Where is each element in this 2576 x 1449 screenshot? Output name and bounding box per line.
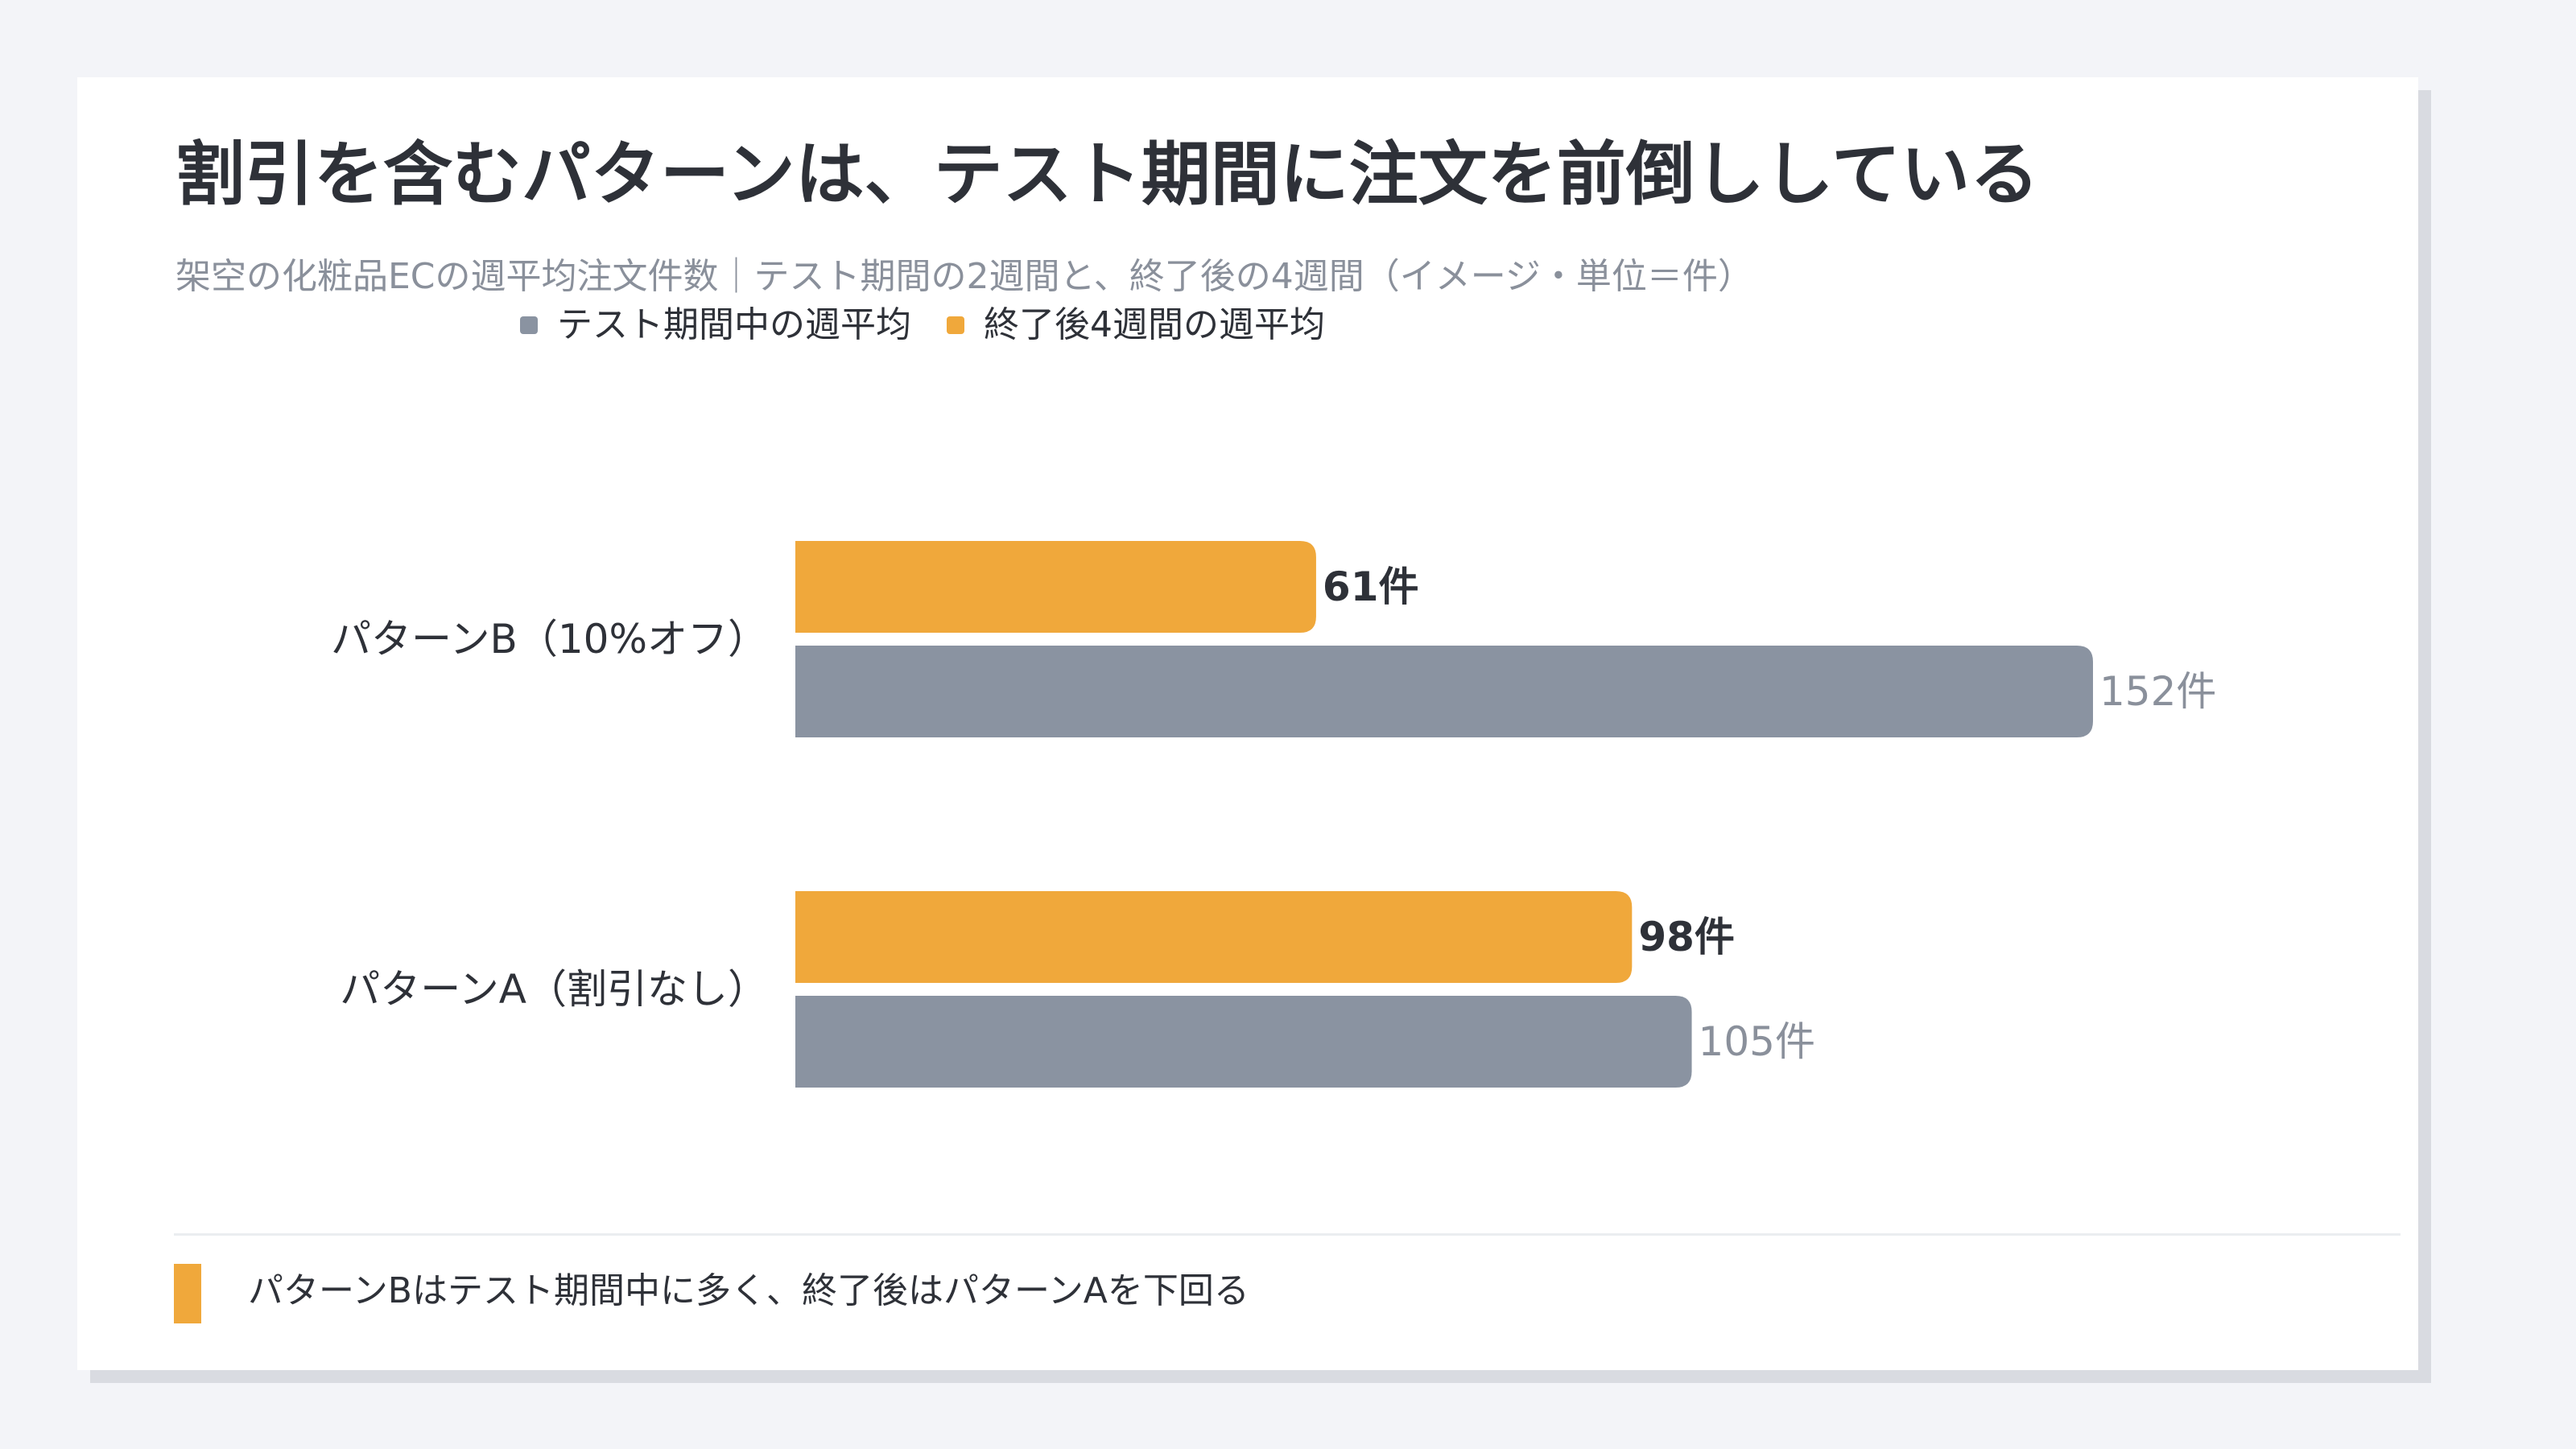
bar	[795, 646, 2093, 737]
note-accent-bar	[174, 1264, 201, 1323]
legend: テスト期間中の週平均 終了後4週間の週平均	[77, 304, 1768, 347]
bar	[795, 541, 1316, 633]
legend-item-after-period: 終了後4週間の週平均	[947, 304, 1325, 347]
bar	[795, 891, 1633, 983]
chart-title: 割引を含むパターンは、テスト期間に注文を前倒ししている	[175, 134, 2040, 215]
category-label: パターンA（割引なし）	[340, 966, 768, 1013]
chart-subtitle: 架空の化粧品ECの週平均注文件数｜テスト期間の2週間と、終了後の4週間（イメージ…	[175, 256, 1753, 297]
legend-swatch-after-period	[947, 316, 964, 335]
legend-item-test-period: テスト期間中の週平均	[520, 304, 911, 347]
legend-label-after-period: 終了後4週間の週平均	[984, 304, 1325, 345]
bar-value-label: 61件	[1323, 564, 1419, 610]
legend-swatch-test-period	[520, 316, 538, 335]
bar-value-label: 98件	[1638, 914, 1735, 960]
chart-card: 割引を含むパターンは、テスト期間に注文を前倒ししている 架空の化粧品ECの週平均…	[77, 77, 2418, 1370]
bar	[795, 996, 1692, 1088]
legend-label-test-period: テスト期間中の週平均	[557, 304, 911, 345]
bar-value-label: 105件	[1699, 1018, 1815, 1065]
category-label: パターンB（10%オフ）	[331, 616, 768, 663]
bar-value-label: 152件	[2099, 668, 2216, 715]
note-text: パターンBはテスト期間中に多く、終了後はパターンAを下回る	[248, 1270, 1249, 1311]
footer-divider	[174, 1233, 2401, 1236]
